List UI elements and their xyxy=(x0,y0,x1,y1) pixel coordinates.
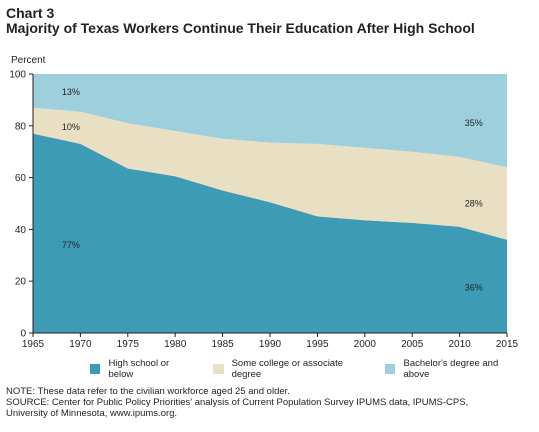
area-layers xyxy=(33,74,507,333)
legend-item-bachelors: Bachelor's degree and above xyxy=(385,358,511,380)
y-tick-label: 20 xyxy=(15,277,27,288)
x-tick-label: 1970 xyxy=(69,339,92,350)
y-tick-label: 0 xyxy=(20,329,26,340)
note-text: NOTE: These data refer to the civilian w… xyxy=(6,386,290,397)
x-tick-label: 1985 xyxy=(211,339,234,350)
data-label: 35% xyxy=(465,118,483,128)
chart-number: Chart 3 xyxy=(6,5,55,21)
y-tick-label: 40 xyxy=(15,225,27,236)
x-tick-label: 1990 xyxy=(259,339,282,350)
area-series-bachelors xyxy=(33,74,507,168)
legend: High school or below Some college or ass… xyxy=(90,358,539,380)
data-label: 10% xyxy=(62,122,80,132)
legend-swatch-bachelors xyxy=(385,364,396,374)
legend-swatch-high-school xyxy=(90,364,101,374)
legend-label-high-school: High school or below xyxy=(108,358,170,380)
legend-label-bachelors: Bachelor's degree and above xyxy=(403,358,499,380)
source-text-line2: University of Minnesota, www.ipums.org. xyxy=(6,408,178,419)
x-tick-label: 1965 xyxy=(22,339,45,350)
legend-item-high-school: High school or below xyxy=(90,358,185,380)
data-label: 28% xyxy=(465,199,483,209)
x-tick-label: 1975 xyxy=(117,339,140,350)
footnote: NOTE: These data refer to the civilian w… xyxy=(6,386,536,419)
x-tick-label: 2000 xyxy=(354,339,377,350)
data-label: 36% xyxy=(465,283,483,293)
x-tick-label: 2015 xyxy=(496,339,519,350)
y-tick-label: 100 xyxy=(9,70,26,81)
chart-title: Majority of Texas Workers Continue Their… xyxy=(6,20,475,36)
area-series-high-school xyxy=(33,133,507,333)
annotation-labels: 13% 10% 77% 35% 28% 36% xyxy=(62,87,483,293)
legend-label-some-college: Some college or associate degree xyxy=(231,358,344,380)
y-axis-label: Percent xyxy=(11,55,46,66)
source-text-line1: SOURCE: Center for Public Policy Priorit… xyxy=(6,397,469,408)
data-label: 13% xyxy=(62,87,80,97)
x-tick-label: 2010 xyxy=(448,339,471,350)
legend-swatch-some-college xyxy=(213,364,224,374)
x-tick-label: 1980 xyxy=(164,339,187,350)
y-tick-label: 60 xyxy=(15,173,27,184)
x-tick-label: 2005 xyxy=(401,339,424,350)
x-tick-label: 1995 xyxy=(306,339,329,350)
y-tick-label: 80 xyxy=(15,121,27,132)
legend-item-some-college: Some college or associate degree xyxy=(213,358,357,380)
area-series-some-college xyxy=(33,107,507,240)
data-label: 77% xyxy=(62,240,80,250)
axes: 0 20 40 60 80 100 1965 1970 1975 1980 1985 1990 1995… xyxy=(9,70,518,351)
